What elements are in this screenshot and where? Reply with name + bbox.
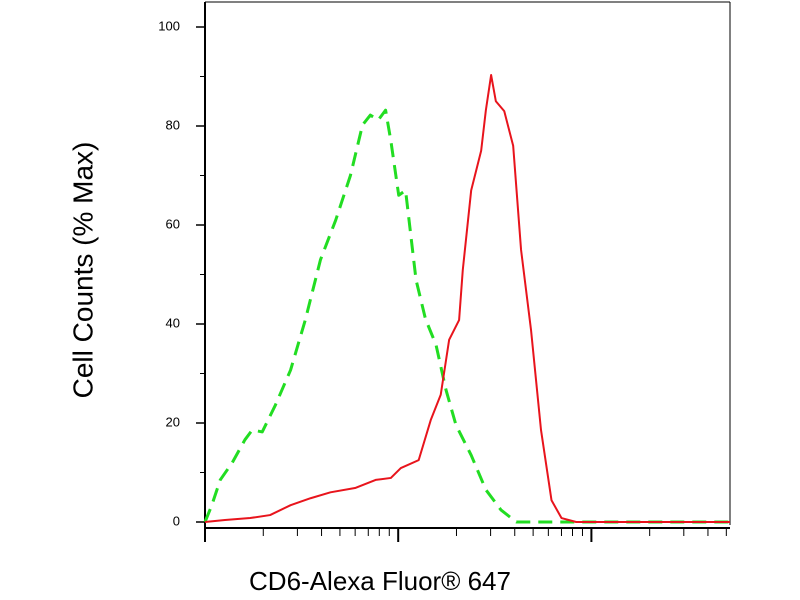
- y-tick-label: 20: [166, 414, 180, 429]
- x-axis-label: CD6-Alexa Fluor® 647: [249, 566, 511, 596]
- y-tick-label: 0: [173, 513, 180, 528]
- y-tick-label: 100: [158, 18, 180, 33]
- y-axis-label: Cell Counts (% Max): [67, 142, 98, 399]
- series-line: [203, 108, 730, 524]
- y-tick-label: 80: [166, 117, 180, 132]
- series-line: [204, 74, 730, 523]
- y-tick-label: 60: [166, 216, 180, 231]
- y-tick-label: 40: [166, 315, 180, 330]
